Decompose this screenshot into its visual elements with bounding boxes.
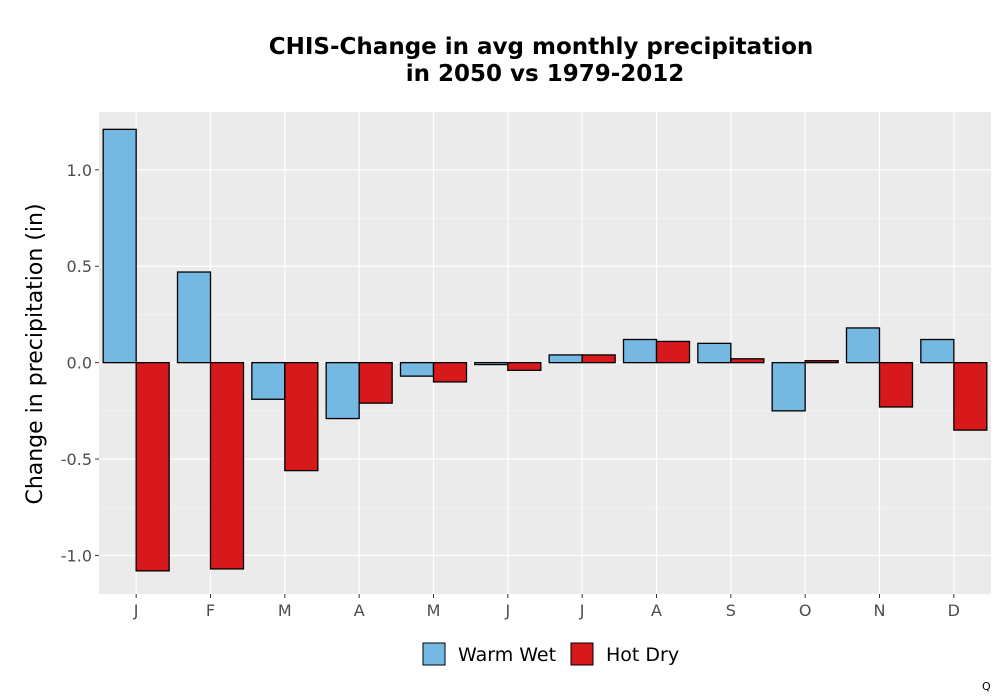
bar-hot-dry xyxy=(878,361,914,408)
x-tick-label: N xyxy=(874,601,886,620)
x-tick-label: F xyxy=(206,601,215,620)
bar-warm-wet xyxy=(845,327,881,364)
bar-hot-dry xyxy=(655,340,691,364)
bar-warm-wet xyxy=(399,361,435,377)
x-tick-label: A xyxy=(354,601,365,620)
bar-warm-wet xyxy=(102,128,137,364)
x-tick-label: D xyxy=(948,601,960,620)
y-tick-label: 0.5 xyxy=(67,257,92,276)
legend-label-warm-wet: Warm Wet xyxy=(458,644,556,666)
bar-warm-wet xyxy=(474,361,509,366)
y-tick-label: -0.5 xyxy=(61,450,92,469)
bar-hot-dry xyxy=(284,361,319,472)
bar-hot-dry xyxy=(507,361,542,372)
bar-hot-dry xyxy=(953,361,988,431)
legend-swatch-warm-wet xyxy=(422,642,446,666)
bar-hot-dry xyxy=(804,360,839,364)
x-tick-label: M xyxy=(427,601,441,620)
plot-panel xyxy=(99,112,991,594)
bar-hot-dry xyxy=(581,354,616,364)
bar-hot-dry xyxy=(358,361,393,404)
x-tick-label: J xyxy=(504,601,510,620)
x-tick-label: M xyxy=(278,601,292,620)
bar-hot-dry xyxy=(730,358,765,364)
legend: Warm Wet Hot Dry xyxy=(422,642,679,666)
bar-warm-wet xyxy=(176,271,212,364)
bar-warm-wet xyxy=(325,361,360,420)
bar-warm-wet xyxy=(697,342,732,364)
bar-warm-wet xyxy=(622,338,658,364)
chart-title-line-2: in 2050 vs 1979-2012 xyxy=(406,61,685,87)
y-axis-ticks: 1.0 0.5 0.0 -0.5 -1.0 xyxy=(61,161,99,565)
legend-label-hot-dry: Hot Dry xyxy=(606,644,679,666)
bar-warm-wet xyxy=(548,354,583,364)
bar-hot-dry xyxy=(209,361,245,570)
bar-warm-wet xyxy=(920,338,955,364)
y-tick-label: -1.0 xyxy=(61,546,92,565)
chart-title-line-1: CHIS-Change in avg monthly precipitation xyxy=(269,34,814,60)
x-tick-label: J xyxy=(579,601,585,620)
bars xyxy=(102,128,988,572)
legend-swatch-hot-dry xyxy=(570,642,594,666)
x-tick-label: J xyxy=(133,601,139,620)
y-tick-label: 1.0 xyxy=(67,161,92,180)
footer-mark: Q xyxy=(982,680,991,693)
x-tick-label: O xyxy=(799,601,812,620)
bar-warm-wet xyxy=(771,361,806,412)
y-tick-label: 0.0 xyxy=(67,354,92,373)
bar-hot-dry xyxy=(432,361,468,383)
bar-warm-wet xyxy=(251,361,286,400)
bar-hot-dry xyxy=(135,361,170,572)
y-axis-label: Change in precipitation (in) xyxy=(23,203,48,504)
x-tick-label: S xyxy=(726,601,736,620)
x-tick-label: A xyxy=(651,601,662,620)
